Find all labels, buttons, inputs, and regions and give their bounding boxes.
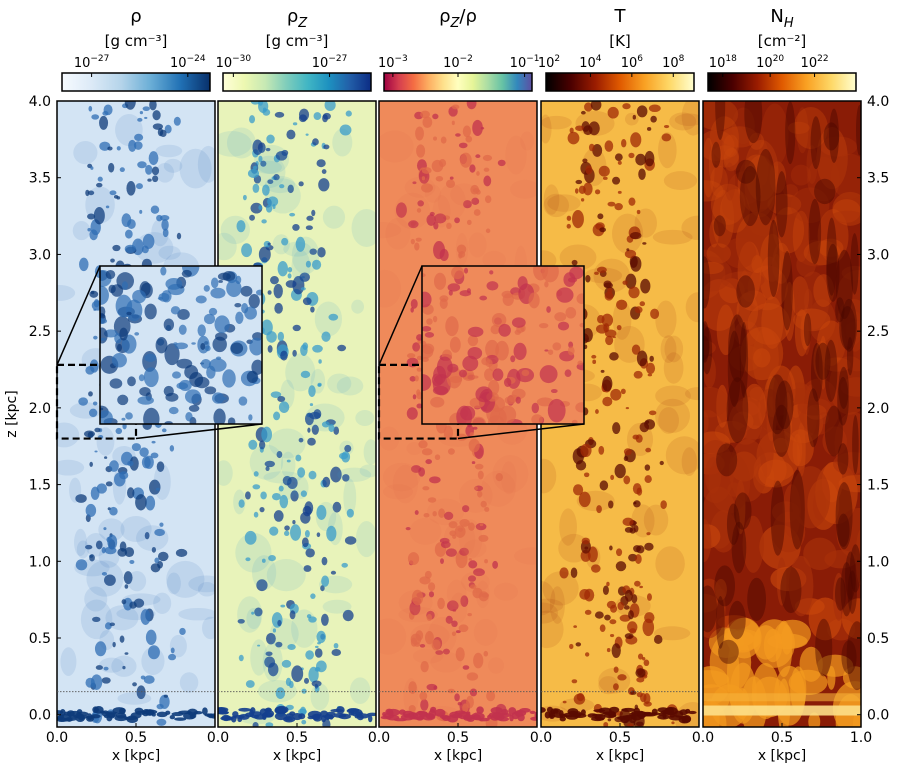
x-tick-label: 0.0 bbox=[530, 730, 552, 746]
x-tick-label: 0.5 bbox=[771, 730, 793, 746]
colorbar-tick-label: 10−27 bbox=[312, 54, 348, 71]
panel-image bbox=[703, 101, 861, 727]
colorbar-5: NH[cm⁻²] 1018 1020 1022 bbox=[707, 6, 857, 92]
colorbar-tick-label: 10−30 bbox=[216, 54, 252, 71]
inset-frame bbox=[99, 265, 263, 425]
colorbar-unit: [K] bbox=[609, 32, 631, 50]
y-tick-label-right: 1.0 bbox=[867, 554, 889, 570]
inset-image bbox=[422, 266, 584, 424]
x-axis-label: x [kpc] bbox=[273, 748, 321, 764]
x-tick-label: 0.5 bbox=[125, 730, 147, 746]
y-tick-label-left: 0.5 bbox=[29, 631, 51, 647]
colorbar-gradient bbox=[545, 72, 695, 92]
y-tick-label-left: 2.0 bbox=[29, 401, 51, 417]
colorbar-tick-label: 1022 bbox=[801, 54, 829, 71]
x-tick-label: 0.0 bbox=[368, 730, 390, 746]
colorbar-title: NH bbox=[770, 6, 793, 31]
x-axis-label: x [kpc] bbox=[434, 748, 482, 764]
colorbar-tick-label: 102 bbox=[538, 54, 560, 71]
inset-image bbox=[100, 266, 262, 424]
colorbar-tick-label: 10−2 bbox=[443, 54, 473, 71]
y-tick-label-left: 4.0 bbox=[29, 94, 51, 110]
y-axis-label: z [kpc] bbox=[4, 390, 20, 437]
x-tick-label: 0.0 bbox=[46, 730, 68, 746]
colorbar-tick-label: 10−3 bbox=[378, 54, 408, 71]
colorbar-tick-label: 108 bbox=[662, 54, 685, 71]
colorbar-2: ρZ[g cm⁻³] 10−30 10−27 bbox=[216, 6, 372, 92]
colorbar-gradient bbox=[222, 72, 372, 92]
y-tick-label-left: 0.0 bbox=[29, 708, 51, 724]
zoom-insets bbox=[55, 265, 585, 440]
y-tick-label-left: 3.5 bbox=[29, 171, 51, 187]
panel-5 bbox=[702, 100, 862, 728]
colorbar-gradient bbox=[61, 72, 211, 92]
x-tick-label: 0.0 bbox=[207, 730, 229, 746]
x-tick-label: 0.0 bbox=[692, 730, 714, 746]
inset-1 bbox=[55, 265, 263, 440]
colorbar-3: ρZ/ρ 10−3 10−2 10−1 bbox=[378, 6, 540, 92]
y-tick-label-right: 2.0 bbox=[867, 401, 889, 417]
y-tick-label-right: 1.5 bbox=[867, 478, 889, 494]
x-axis-label: x [kpc] bbox=[112, 748, 160, 764]
zoom-source-box bbox=[55, 363, 138, 440]
x-tick-label: 0.5 bbox=[447, 730, 469, 746]
inset-connector bbox=[378, 265, 423, 366]
colorbar-unit: [cm⁻²] bbox=[758, 32, 807, 50]
colorbar-title: ρ bbox=[130, 6, 141, 27]
colorbar-unit: [g cm⁻³] bbox=[105, 32, 168, 50]
x-axis-label: x [kpc] bbox=[758, 748, 806, 764]
x-axis-label: x [kpc] bbox=[596, 748, 644, 764]
zoom-source-box bbox=[377, 363, 460, 440]
inset-3 bbox=[377, 265, 585, 440]
colorbar-tick-label: 10−24 bbox=[170, 54, 206, 71]
colorbar-title: ρZ/ρ bbox=[439, 6, 477, 31]
colorbar-title: T bbox=[614, 6, 627, 27]
colorbar-tick-label: 106 bbox=[621, 54, 644, 71]
colorbar-tick-label: 10−27 bbox=[74, 54, 110, 71]
inset-connector bbox=[56, 265, 101, 366]
colorbar-title: ρZ bbox=[287, 6, 308, 31]
colorbar-tick-label: 104 bbox=[579, 54, 602, 71]
inset-frame bbox=[421, 265, 585, 425]
y-tick-label-right: 2.5 bbox=[867, 324, 889, 340]
colorbar-unit: [g cm⁻³] bbox=[266, 32, 329, 50]
x-tick-label: 0.5 bbox=[286, 730, 308, 746]
y-tick-label-left: 1.5 bbox=[29, 478, 51, 494]
colorbar-tick-label: 1020 bbox=[756, 54, 784, 71]
y-tick-label-left: 3.0 bbox=[29, 247, 51, 263]
colorbar-gradient bbox=[707, 72, 857, 92]
y-tick-label-right: 3.5 bbox=[867, 171, 889, 187]
colorbar-tick-label: 1018 bbox=[709, 54, 737, 71]
inset-connector bbox=[457, 423, 585, 440]
colorbar-tick-label: 10−1 bbox=[510, 54, 540, 71]
panels bbox=[56, 100, 862, 728]
y-tick-label-left: 1.0 bbox=[29, 554, 51, 570]
colorbar-1: ρ [g cm⁻³] 10−27 10−24 bbox=[61, 6, 211, 92]
inset-connector bbox=[135, 423, 263, 440]
colorbar-4: T [K] 102 104 106 108 bbox=[538, 6, 695, 92]
y-tick-label-right: 3.0 bbox=[867, 247, 889, 263]
x-tick-label: 0.5 bbox=[609, 730, 631, 746]
y-tick-label-right: 4.0 bbox=[867, 94, 889, 110]
y-tick-label-left: 2.5 bbox=[29, 324, 51, 340]
x-tick-label: 1.0 bbox=[850, 730, 872, 746]
y-tick-label-right: 0.5 bbox=[867, 631, 889, 647]
axes: 0.0 0.5 x [kpc] 0.0 0.5 x [kpc] 0.0 0.5 x [kpc] 0… bbox=[4, 94, 889, 764]
y-tick-label-right: 0.0 bbox=[867, 708, 889, 724]
